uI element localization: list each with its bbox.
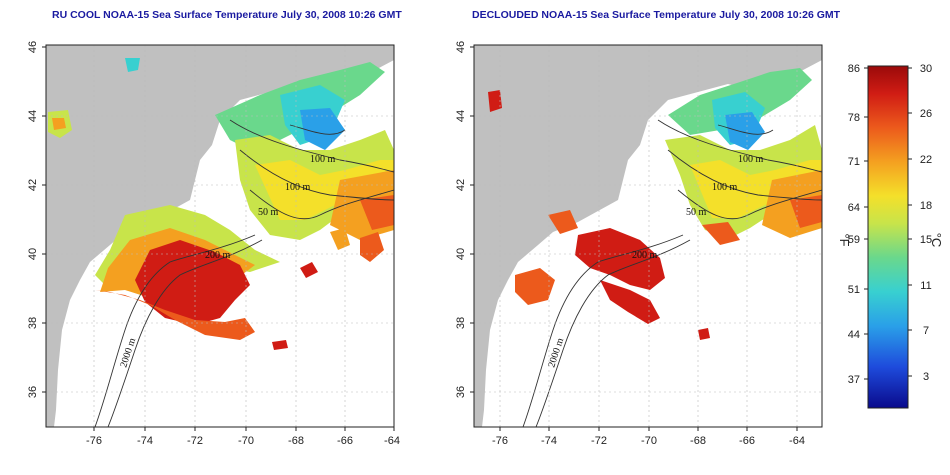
left-y-tick: 38 bbox=[27, 317, 39, 329]
left-map-grid bbox=[46, 45, 394, 427]
colorbar-c-tick: 18 bbox=[920, 200, 932, 212]
right-map-frame bbox=[473, 44, 823, 428]
right-x-tick: -70 bbox=[641, 435, 657, 447]
colorbar-f-tick: 86 bbox=[848, 63, 860, 75]
left-x-tick: -72 bbox=[187, 435, 203, 447]
left-y-tick: 42 bbox=[27, 179, 39, 191]
right-map-title: DECLOUDED NOAA-15 Sea Surface Temperatur… bbox=[472, 9, 841, 21]
right-x-tick: -66 bbox=[739, 435, 755, 447]
right-x-tick: -76 bbox=[492, 435, 508, 447]
left-map-title: RU COOL NOAA-15 Sea Surface Temperature … bbox=[52, 9, 402, 21]
colorbar-c-tick: 7 bbox=[923, 325, 929, 337]
left-map-land bbox=[46, 45, 394, 427]
colorbar-fahrenheit-unit: °F bbox=[837, 233, 852, 246]
left-y-tick: 44 bbox=[27, 110, 39, 122]
right-map-land bbox=[474, 45, 822, 427]
left-x-tick: -66 bbox=[337, 435, 353, 447]
colorbar-f-tick: 78 bbox=[848, 112, 860, 124]
colorbar-gradient bbox=[867, 65, 909, 409]
right-x-tick: -64 bbox=[789, 435, 805, 447]
left-x-tick: -74 bbox=[137, 435, 153, 447]
left-contour-label-50m: 50 m bbox=[258, 207, 279, 218]
colorbar-ticks bbox=[864, 67, 912, 380]
left-x-axis bbox=[93, 427, 395, 431]
right-y-tick: 44 bbox=[455, 110, 467, 122]
colorbar-c-tick: 30 bbox=[920, 63, 932, 75]
left-map-contours bbox=[94, 119, 394, 427]
right-contour-label-100m-a: 100 m bbox=[738, 154, 764, 165]
left-contour-label-100m-a: 100 m bbox=[310, 154, 336, 165]
colorbar-c-tick: 22 bbox=[920, 154, 932, 166]
left-x-tick: -64 bbox=[384, 435, 400, 447]
right-map: 100 m 100 m 50 m 200 m 2000 m -76 -74 -7… bbox=[455, 41, 823, 447]
colorbar-celsius-unit: °C bbox=[929, 233, 944, 248]
colorbar-f-tick: 64 bbox=[848, 202, 860, 214]
right-x-tick: -74 bbox=[541, 435, 557, 447]
left-contour-label-100m-b: 100 m bbox=[285, 182, 311, 193]
right-y-tick: 42 bbox=[455, 179, 467, 191]
left-x-tick: -70 bbox=[238, 435, 254, 447]
right-contour-label-100m-b: 100 m bbox=[712, 182, 738, 193]
right-x-tick: -72 bbox=[591, 435, 607, 447]
right-y-tick: 38 bbox=[455, 317, 467, 329]
colorbar-c-tick: 15 bbox=[920, 234, 932, 246]
colorbar-c-tick: 3 bbox=[923, 371, 929, 383]
left-x-tick: -68 bbox=[288, 435, 304, 447]
left-contour-label-200m: 200 m bbox=[205, 250, 231, 261]
colorbar-c-tick: 11 bbox=[920, 280, 931, 292]
left-y-tick: 36 bbox=[27, 386, 39, 398]
colorbar-c-tick: 26 bbox=[920, 108, 932, 120]
left-y-axis bbox=[42, 46, 46, 393]
right-y-tick: 40 bbox=[455, 248, 467, 260]
left-y-tick: 40 bbox=[27, 248, 39, 260]
right-map-contours bbox=[522, 119, 822, 427]
left-y-tick: 46 bbox=[27, 41, 39, 53]
right-map-grid bbox=[474, 45, 822, 427]
right-y-axis bbox=[470, 46, 474, 393]
right-contour-label-50m: 50 m bbox=[686, 207, 707, 218]
colorbar-f-tick: 71 bbox=[848, 156, 860, 168]
colorbar-f-tick: 37 bbox=[848, 374, 860, 386]
right-y-tick: 46 bbox=[455, 41, 467, 53]
colorbar-f-tick: 44 bbox=[848, 329, 860, 341]
colorbar-f-tick: 59 bbox=[848, 234, 860, 246]
left-map-frame bbox=[45, 44, 395, 428]
right-y-tick: 36 bbox=[455, 386, 467, 398]
colorbar-f-tick: 51 bbox=[848, 284, 860, 296]
left-map-sst-field bbox=[48, 58, 394, 350]
left-x-tick: -76 bbox=[86, 435, 102, 447]
right-contour-label-200m: 200 m bbox=[632, 250, 658, 261]
left-map: 100 m 100 m 50 m 200 m 2000 m -76 -74 -7… bbox=[27, 41, 400, 447]
colorbar: 86 78 71 64 59 51 44 37 30 26 22 18 15 1… bbox=[837, 63, 944, 409]
right-x-tick: -68 bbox=[690, 435, 706, 447]
right-x-axis bbox=[499, 427, 798, 431]
